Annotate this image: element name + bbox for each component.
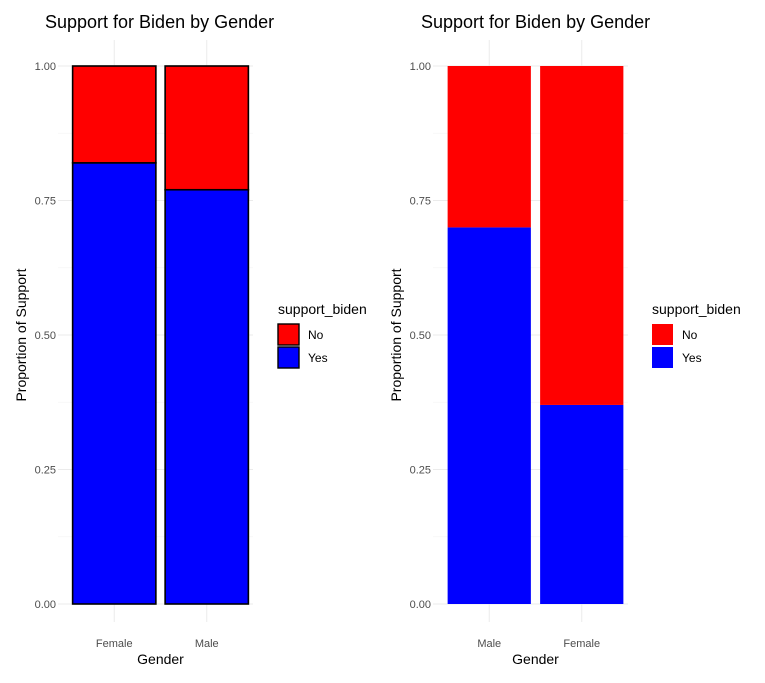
y-tick-label: 1.00 — [35, 61, 56, 73]
chart-title: Support for Biden by Gender — [421, 12, 650, 32]
bar-yes-female — [540, 404, 624, 604]
x-tick-label: Female — [563, 638, 600, 650]
y-tick-label: 0.75 — [410, 196, 431, 208]
x-tick-label: Male — [195, 638, 219, 650]
x-tick-label: Female — [96, 638, 133, 650]
legend: support_biden No Yes — [277, 301, 367, 369]
y-tick-label: 0.50 — [35, 330, 56, 342]
bar-no-female — [71, 65, 157, 164]
legend: support_biden No Yes — [652, 301, 741, 368]
legend-swatch-yes — [652, 347, 673, 368]
y-axis-title: Proportion of Support — [388, 268, 404, 401]
chart-title: Support for Biden by Gender — [45, 12, 274, 32]
x-axis-title: Gender — [512, 651, 559, 667]
bar-no-male — [447, 66, 531, 228]
y-tick-label: 0.25 — [35, 465, 56, 477]
legend-label-yes: Yes — [308, 351, 328, 365]
bar-yes-female — [71, 162, 157, 605]
bar-no-male — [164, 65, 250, 191]
legend-title: support_biden — [652, 301, 741, 317]
chart-panel-2: 0.00 0.25 0.50 0.75 1.00 Male Female Support fo… — [388, 12, 741, 667]
x-axis-title: Gender — [137, 651, 184, 667]
y-axis-title: Proportion of Support — [13, 268, 29, 401]
x-tick-label: Male — [477, 638, 501, 650]
legend-swatch-no — [652, 324, 673, 345]
bar-yes-male — [164, 188, 250, 605]
legend-swatch-yes — [277, 346, 300, 369]
legend-title: support_biden — [278, 301, 367, 317]
legend-label-no: No — [308, 328, 324, 342]
bar-yes-male — [447, 227, 531, 604]
legend-swatch-no — [277, 323, 300, 346]
y-tick-label: 1.00 — [410, 61, 431, 73]
y-tick-label: 0.00 — [410, 599, 431, 611]
y-tick-label: 0.75 — [35, 196, 56, 208]
legend-label-yes: Yes — [682, 351, 702, 365]
chart-panel-1: 0.00 0.25 0.50 0.75 1.00 Female Male Support fo… — [13, 12, 367, 667]
bar-no-female — [540, 66, 624, 405]
legend-label-no: No — [682, 328, 698, 342]
y-tick-label: 0.25 — [410, 465, 431, 477]
y-tick-label: 0.00 — [35, 599, 56, 611]
y-tick-label: 0.50 — [410, 330, 431, 342]
